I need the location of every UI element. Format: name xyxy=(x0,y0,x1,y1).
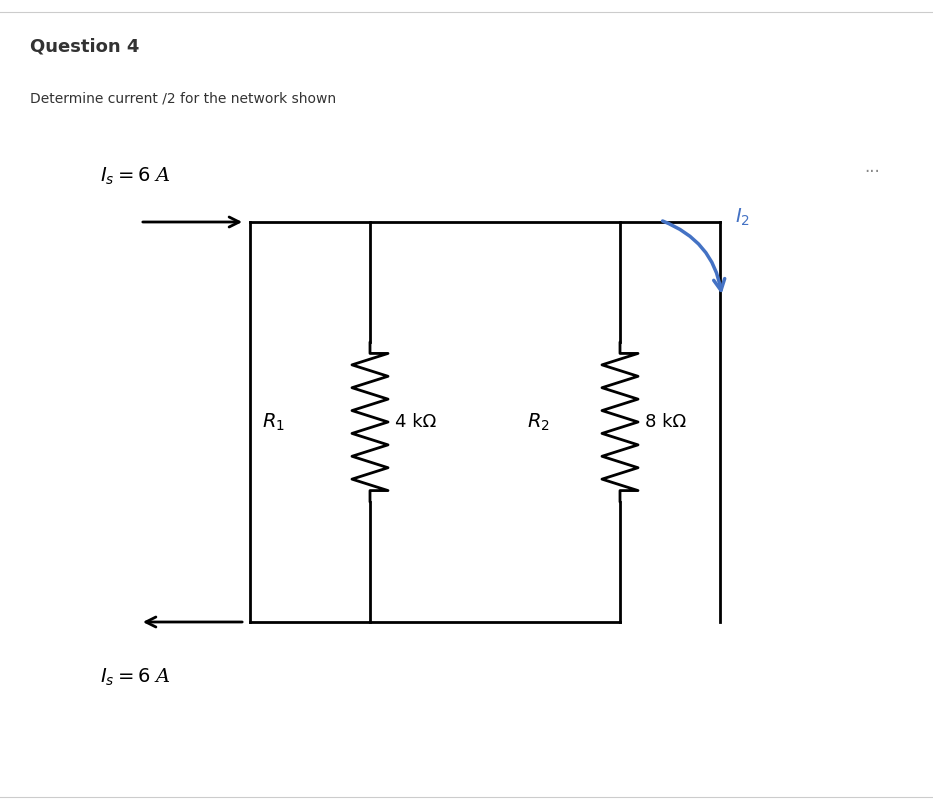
Text: 4 kΩ: 4 kΩ xyxy=(395,413,437,431)
Text: $I_s = 6$ A: $I_s = 6$ A xyxy=(100,667,171,688)
Text: $I_2$: $I_2$ xyxy=(735,206,750,228)
Text: ...: ... xyxy=(864,158,880,176)
Text: $R_2$: $R_2$ xyxy=(527,411,550,432)
Text: Determine current /2 for the network shown: Determine current /2 for the network sho… xyxy=(30,92,336,106)
Text: Question 4: Question 4 xyxy=(30,37,139,55)
Text: $R_1$: $R_1$ xyxy=(262,411,285,432)
Text: $I_s = 6$ A: $I_s = 6$ A xyxy=(100,166,171,187)
Text: 8 kΩ: 8 kΩ xyxy=(645,413,686,431)
